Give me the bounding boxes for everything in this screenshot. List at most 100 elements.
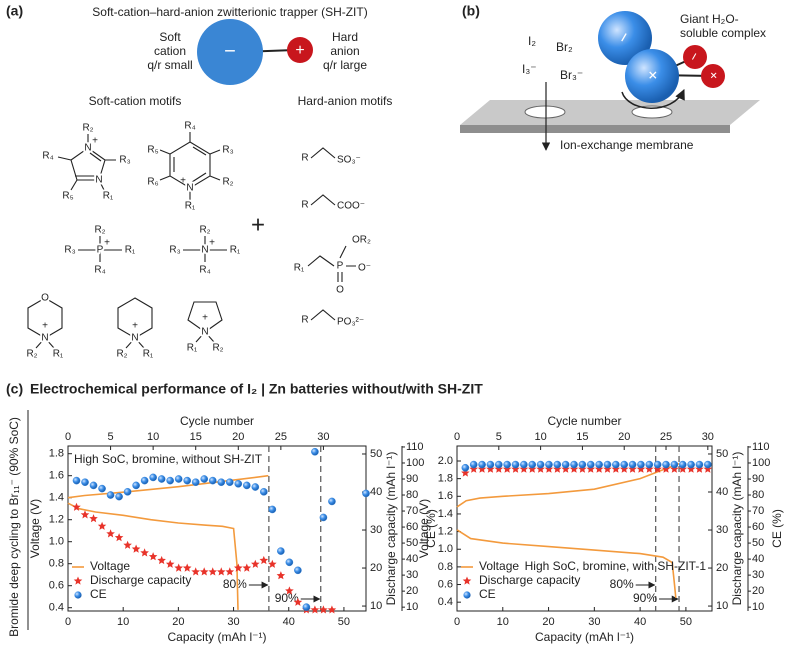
- ce-point: [687, 460, 695, 469]
- y3-tick-label: 90: [752, 473, 764, 485]
- ce-point: [662, 460, 670, 469]
- star-point: [486, 464, 495, 473]
- star-point: [461, 468, 470, 477]
- ce-point: [461, 463, 470, 472]
- star-point: [477, 464, 487, 473]
- anion-label: q/r large: [323, 58, 367, 72]
- phosphonium-label: +: [104, 238, 110, 249]
- x-tick-label: 40: [283, 616, 295, 628]
- star-point: [536, 464, 545, 473]
- x-tick-label: 50: [680, 616, 692, 628]
- star-point: [106, 529, 115, 538]
- ce-point: [200, 475, 209, 483]
- y-tick-label: 0.4: [49, 602, 64, 614]
- ce-point: [157, 475, 166, 483]
- ce-point: [362, 489, 370, 498]
- section-heading: Hard-anion motifs: [298, 94, 393, 108]
- star-point: [553, 464, 562, 473]
- morpholinium-label: N: [41, 333, 48, 344]
- ammonium-label: N: [201, 245, 208, 256]
- panel-c: (c) Electrochemical performance of I₂ | …: [6, 381, 483, 637]
- piperidinium-bond: [117, 297, 153, 349]
- x2-tick-label: 5: [108, 431, 114, 443]
- imidazolium-label: N: [84, 143, 91, 154]
- phosphonate-bond: [307, 245, 356, 282]
- y2-tick-label: 40: [716, 486, 728, 498]
- imidazolium-label: N: [95, 175, 102, 186]
- threshold-label: 90%: [633, 591, 657, 605]
- x-tick-label: 10: [497, 616, 509, 628]
- y-tick-label: 0.8: [438, 561, 453, 573]
- legend-label: Discharge capacity: [479, 573, 580, 587]
- x2-tick-label: 5: [496, 431, 502, 443]
- ce-point: [140, 476, 149, 485]
- pyrrolidinium-label: N: [201, 327, 208, 338]
- pyridinium-label: N: [186, 183, 193, 194]
- pyridinium-label: R₂: [222, 177, 233, 188]
- imidazolium-label: R₅: [62, 191, 73, 202]
- ce-point: [89, 481, 98, 490]
- y-tick-label: 1.4: [49, 492, 64, 504]
- star-point: [511, 464, 520, 473]
- ce-point: [653, 460, 662, 469]
- ce-point: [242, 481, 251, 490]
- section-heading: Soft-cation motifs: [89, 94, 182, 108]
- x-tick-label: 10: [117, 616, 129, 628]
- star-point: [174, 563, 183, 572]
- ce-point: [260, 488, 268, 496]
- complex-label: Giant H₂O-: [680, 12, 739, 26]
- anion-ball: [287, 37, 313, 63]
- cation-sign: −: [224, 40, 236, 62]
- ce-point: [536, 460, 545, 469]
- ce-point: [149, 473, 157, 482]
- chart-note: High SoC, bromine, without SH-ZIT: [74, 452, 263, 466]
- membrane-label: Ion-exchange membrane: [560, 138, 694, 152]
- y3-tick-label: 60: [406, 521, 418, 533]
- x2-tick-label: 20: [232, 431, 244, 443]
- ce-point: [495, 460, 503, 469]
- star-point: [645, 464, 654, 473]
- star-point: [695, 464, 704, 473]
- star-point: [217, 567, 226, 576]
- ce-point: [695, 460, 704, 469]
- species: Br₃⁻: [560, 68, 583, 82]
- y-tick-label: 0.4: [438, 596, 453, 608]
- ce-point: [553, 460, 562, 469]
- ce-point: [225, 478, 234, 487]
- panel-a: (a) Soft-cation–hard-anion zwitterionic …: [6, 3, 393, 362]
- pyridinium-label: R₄: [184, 121, 195, 132]
- x2-tick-label: 25: [275, 431, 287, 443]
- phosphonium-bond: [78, 236, 122, 262]
- y-tick-label: 0.6: [49, 580, 64, 592]
- star-point: [686, 464, 696, 473]
- imidazolium-label: R₄: [42, 151, 53, 162]
- y3-tick-label: 90: [406, 473, 418, 485]
- y2-tick-label: 30: [370, 524, 382, 536]
- star-point: [603, 464, 612, 473]
- y3-tick-label: 30: [406, 569, 418, 581]
- star-point: [123, 540, 132, 549]
- star-point: [703, 464, 713, 473]
- star-point: [165, 559, 175, 568]
- pyrrolidinium-bond: [187, 301, 223, 343]
- ce-point: [285, 558, 294, 567]
- ce-point: [545, 460, 553, 469]
- star-point: [251, 559, 260, 568]
- y3-tick-label: 100: [752, 457, 770, 469]
- morpholinium-label: R₂: [26, 349, 37, 360]
- x2-tick-label: 0: [454, 431, 460, 443]
- pyridinium-label: R₃: [222, 145, 233, 156]
- pyridinium-label: R₁: [185, 201, 196, 212]
- cation-label: cation: [154, 44, 186, 58]
- imidazolium-label: R₃: [119, 155, 130, 166]
- ce-point: [277, 547, 285, 555]
- y-tick-label: 1.6: [49, 470, 64, 482]
- pyridinium-label: +: [180, 176, 186, 187]
- star-point: [502, 464, 512, 473]
- star-point: [494, 464, 504, 473]
- x2-tick-label: 20: [618, 431, 630, 443]
- y-tick-label: 1.4: [438, 508, 453, 520]
- y-tick-label: 1.2: [438, 525, 453, 537]
- imidazolium-label: R₂: [82, 123, 93, 134]
- species: Br₂: [556, 40, 573, 54]
